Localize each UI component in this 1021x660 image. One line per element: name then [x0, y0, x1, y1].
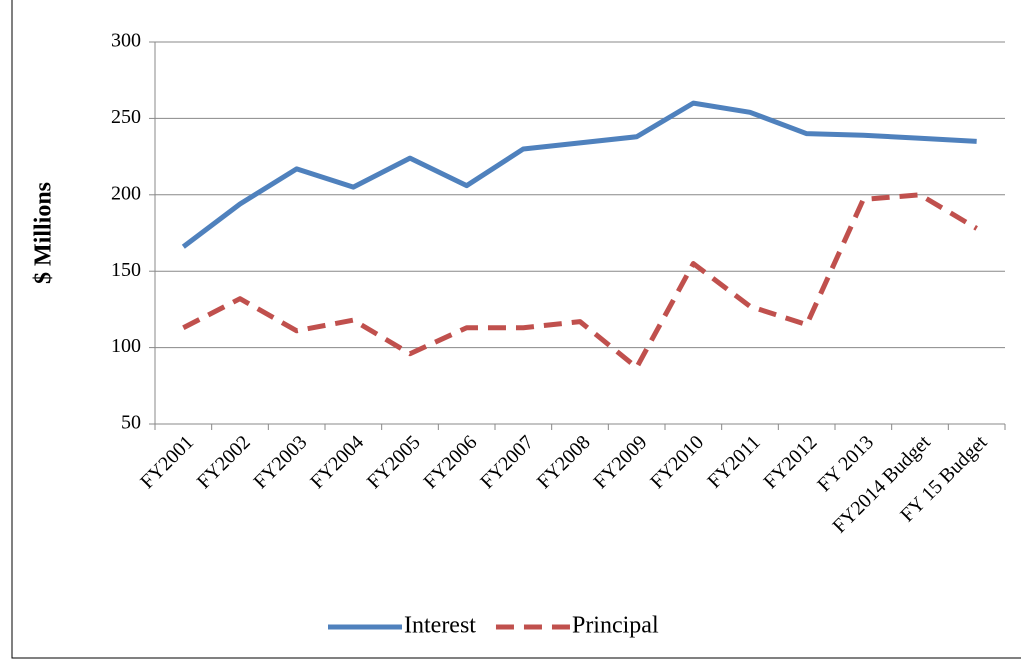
x-tick-label: FY2006	[420, 431, 482, 493]
y-tick-label: 200	[111, 182, 141, 204]
x-tick-label: FY2011	[703, 431, 764, 492]
y-tick-label: 250	[111, 106, 141, 128]
x-tick-label: FY2008	[533, 431, 595, 493]
x-tick-label: FY2004	[306, 431, 368, 493]
chart-frame	[11, 0, 1021, 659]
series-line	[182, 192, 978, 370]
x-tick-label: FY2005	[363, 431, 425, 493]
series-line	[181, 100, 977, 249]
y-axis-label: $ Millions	[31, 182, 57, 284]
x-tick-label: FY2014 Budget	[828, 431, 935, 538]
x-tick-label: FY2010	[646, 431, 708, 493]
x-tick-label: FY2001	[136, 431, 198, 493]
x-tick-label: FY2012	[760, 431, 822, 493]
x-tick-label: FY2002	[193, 431, 255, 493]
x-tick-label: FY2009	[590, 431, 652, 493]
x-tick-label: FY2003	[250, 431, 312, 493]
legend-label: Interest	[404, 613, 476, 639]
x-tick-label: FY2007	[476, 431, 538, 493]
y-tick-label: 100	[111, 335, 141, 357]
y-tick-label: 50	[121, 412, 141, 434]
y-tick-label: 300	[111, 30, 141, 52]
y-tick-label: 150	[111, 259, 141, 281]
legend-label: Principal	[572, 613, 659, 639]
